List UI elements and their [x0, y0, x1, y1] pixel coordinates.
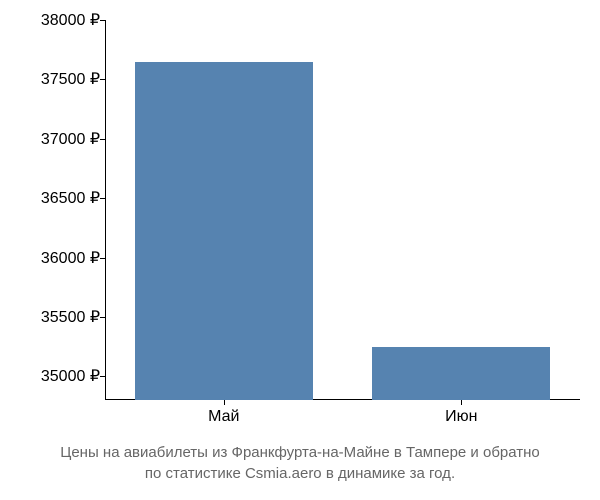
y-tick-mark — [100, 79, 105, 80]
x-tick-mark — [224, 400, 225, 405]
y-tick-mark — [100, 198, 105, 199]
y-tick-label: 37000 ₽ — [41, 129, 100, 149]
y-tick-mark — [100, 20, 105, 21]
x-tick-label: Июн — [445, 408, 477, 426]
bar — [135, 62, 313, 400]
caption-line-1: Цены на авиабилеты из Франкфурта-на-Майн… — [60, 444, 540, 461]
y-tick-label: 38000 ₽ — [41, 10, 100, 30]
price-bar-chart: 35000 ₽ 35500 ₽ 36000 ₽ 36500 ₽ 37000 ₽ 37500… — [0, 0, 600, 500]
y-tick-label: 36500 ₽ — [41, 188, 100, 208]
y-tick-label: 35500 ₽ — [41, 307, 100, 327]
y-tick-mark — [100, 258, 105, 259]
y-tick-mark — [100, 376, 105, 377]
chart-caption: Цены на авиабилеты из Франкфурта-на-Майн… — [0, 442, 600, 484]
x-tick-mark — [461, 400, 462, 405]
x-tick-label: Май — [208, 408, 239, 426]
y-tick-mark — [100, 317, 105, 318]
y-tick-label: 37500 ₽ — [41, 69, 100, 89]
y-tick-label: 36000 ₽ — [41, 248, 100, 268]
y-tick-label: 35000 ₽ — [41, 366, 100, 386]
caption-line-2: по статистике Csmia.aero в динамике за г… — [145, 465, 455, 482]
y-tick-mark — [100, 139, 105, 140]
bar — [372, 347, 550, 400]
